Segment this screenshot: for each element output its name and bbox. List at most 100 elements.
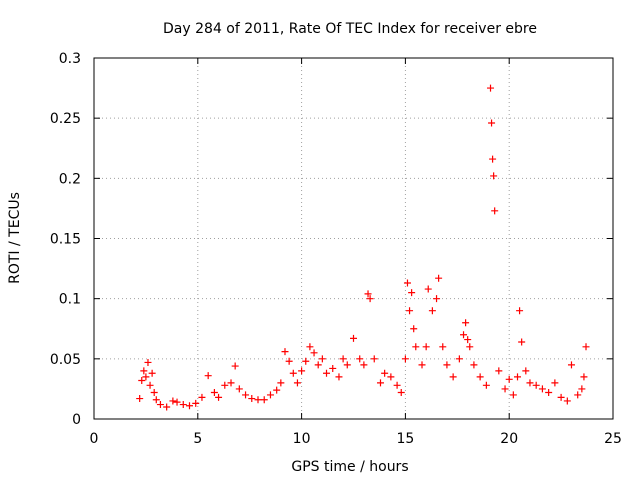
data-point-marker xyxy=(266,391,274,399)
data-point-marker xyxy=(248,395,256,403)
y-tick-label: 0.15 xyxy=(50,232,81,248)
data-point-marker xyxy=(455,355,463,363)
data-point-marker xyxy=(495,367,503,375)
data-point-marker xyxy=(526,379,534,387)
data-point-marker xyxy=(293,379,301,387)
data-point-marker xyxy=(488,119,496,127)
y-tick-label: 0.25 xyxy=(50,111,81,127)
y-tick-label: 0 xyxy=(72,412,81,428)
data-point-marker xyxy=(350,334,357,342)
plot-frame xyxy=(93,57,614,420)
data-point-marker xyxy=(298,367,306,375)
data-point-marker xyxy=(557,393,565,401)
grid-lines xyxy=(94,58,613,419)
x-tick-label: 25 xyxy=(604,431,622,447)
data-point-marker xyxy=(302,357,310,365)
data-point-marker xyxy=(150,389,158,397)
data-point-marker xyxy=(532,381,540,389)
data-point-marker xyxy=(169,397,177,405)
data-point-marker xyxy=(364,290,372,298)
data-point-marker xyxy=(522,367,530,375)
data-point-marker xyxy=(501,385,509,393)
x-tick-label: 10 xyxy=(293,431,311,447)
data-point-marker xyxy=(277,379,285,387)
x-axis-label: GPS time / hours xyxy=(291,459,408,475)
data-point-marker xyxy=(360,361,368,369)
data-point-marker xyxy=(144,358,152,366)
data-point-marker xyxy=(235,385,243,393)
data-point-marker xyxy=(318,355,326,363)
data-point-marker xyxy=(393,381,401,389)
data-point-marker xyxy=(518,338,526,346)
data-point-marker xyxy=(397,389,405,397)
data-point-marker xyxy=(152,396,160,404)
data-point-marker xyxy=(403,279,411,287)
data-point-marker xyxy=(422,343,430,351)
data-point-marker xyxy=(260,396,268,404)
x-axis-ticks: 0 5 10 15 20 25 xyxy=(90,58,622,447)
data-point-marker xyxy=(335,373,343,381)
data-point-marker xyxy=(136,395,144,403)
y-axis-ticks: 0 0.05 0.1 0.15 0.2 0.25 0.3 xyxy=(50,51,613,428)
data-point-marker xyxy=(464,336,472,344)
data-point-marker xyxy=(366,295,374,303)
data-point-marker xyxy=(148,369,156,377)
data-point-marker xyxy=(435,274,443,282)
data-point-marker xyxy=(545,389,553,397)
data-point-marker xyxy=(140,367,148,375)
data-point-marker xyxy=(173,398,181,406)
data-point-marker xyxy=(285,357,293,365)
data-point-marker xyxy=(538,385,546,393)
y-tick-label: 0.1 xyxy=(59,292,81,308)
data-point-marker xyxy=(439,343,447,351)
data-point-marker xyxy=(491,207,499,215)
data-point-marker xyxy=(339,355,347,363)
chart-title: Day 284 of 2011, Rate Of TEC Index for r… xyxy=(163,21,537,37)
data-point-marker xyxy=(509,391,517,399)
y-axis-label: ROTI / TECUs xyxy=(7,192,23,284)
data-point-marker xyxy=(306,343,314,351)
data-point-marker xyxy=(156,401,164,409)
data-point-marker xyxy=(370,355,378,363)
data-point-marker xyxy=(551,379,559,387)
data-point-marker xyxy=(138,376,146,384)
data-point-marker xyxy=(185,402,193,410)
data-point-marker xyxy=(329,364,337,372)
data-point-marker xyxy=(146,381,154,389)
data-point-marker xyxy=(476,373,484,381)
data-point-marker xyxy=(323,369,331,377)
data-point-marker xyxy=(227,379,235,387)
data-point-marker xyxy=(198,393,206,401)
data-point-marker xyxy=(582,343,590,351)
data-point-marker xyxy=(489,155,497,163)
data-point-marker xyxy=(221,381,229,389)
y-tick-label: 0.3 xyxy=(59,51,81,67)
data-point-marker xyxy=(231,362,239,370)
data-point-marker xyxy=(410,325,418,333)
data-point-marker xyxy=(424,285,432,293)
data-point-marker xyxy=(179,401,187,409)
data-point-marker xyxy=(580,373,588,381)
data-point-marker xyxy=(574,391,582,399)
data-point-marker xyxy=(449,373,457,381)
data-point-marker xyxy=(204,372,212,380)
data-point-marker xyxy=(142,373,150,381)
data-points xyxy=(136,84,590,411)
data-point-marker xyxy=(490,172,498,180)
data-point-marker xyxy=(412,343,420,351)
data-point-marker xyxy=(310,349,318,357)
data-point-marker xyxy=(487,84,495,92)
data-point-marker xyxy=(281,348,289,356)
data-point-marker xyxy=(466,343,474,351)
data-point-marker xyxy=(289,369,297,377)
data-point-marker xyxy=(376,379,384,387)
data-point-marker xyxy=(460,331,468,339)
data-point-marker xyxy=(418,361,426,369)
data-point-marker xyxy=(408,289,416,297)
data-point-marker xyxy=(406,307,414,315)
x-tick-label: 20 xyxy=(500,431,518,447)
data-point-marker xyxy=(514,373,522,381)
data-point-marker xyxy=(273,386,281,394)
y-tick-label: 0.05 xyxy=(50,352,81,368)
